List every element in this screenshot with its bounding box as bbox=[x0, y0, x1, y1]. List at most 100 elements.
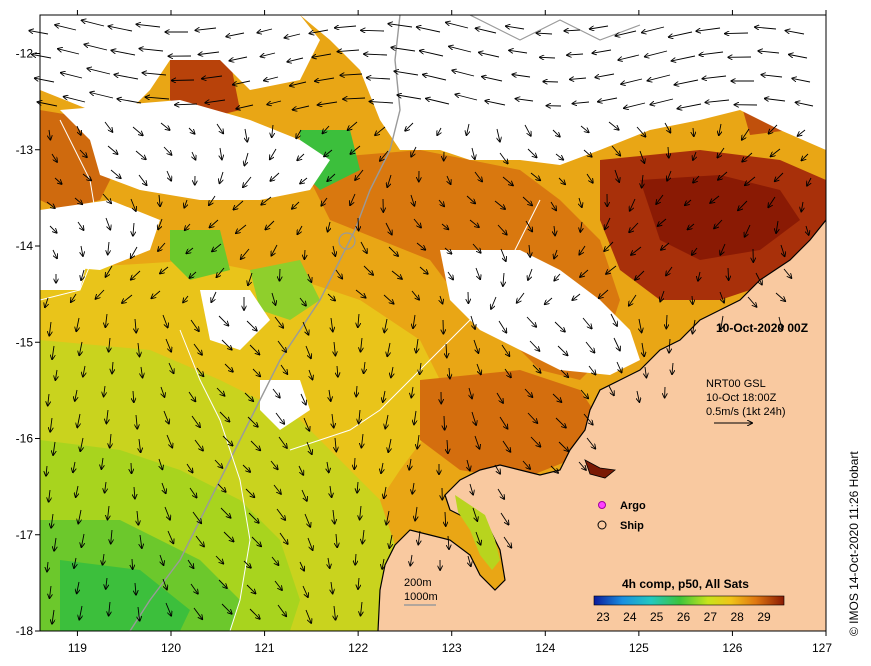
current-vector-arrow bbox=[775, 172, 784, 181]
current-vector-arrow bbox=[167, 530, 173, 543]
current-vector-arrow bbox=[771, 148, 781, 156]
current-vector-arrow bbox=[498, 320, 506, 333]
current-vector-arrow bbox=[335, 269, 342, 279]
current-vector-arrow bbox=[411, 386, 413, 398]
current-vector-arrow bbox=[278, 436, 287, 448]
current-vector-arrow bbox=[742, 128, 750, 140]
current-vector-arrow bbox=[290, 81, 307, 86]
current-vector-arrow bbox=[363, 265, 373, 275]
current-vector-arrow bbox=[409, 458, 411, 470]
current-vector-arrow bbox=[49, 489, 50, 502]
current-vector-arrow bbox=[141, 366, 143, 378]
current-vector-arrow bbox=[192, 151, 196, 160]
current-vector-arrow bbox=[271, 556, 279, 565]
ship-marker-icon bbox=[597, 520, 607, 530]
current-vector-arrow bbox=[705, 100, 730, 102]
current-vector-arrow bbox=[273, 484, 281, 494]
ship-label: Ship bbox=[620, 520, 644, 532]
current-vector-arrow bbox=[245, 128, 247, 142]
current-vector-arrow bbox=[257, 28, 273, 33]
current-vector-arrow bbox=[580, 389, 588, 398]
current-vector-arrow bbox=[482, 77, 503, 82]
current-vector-arrow bbox=[598, 97, 618, 102]
current-vector-arrow bbox=[190, 319, 199, 331]
current-vector-arrow bbox=[140, 534, 142, 548]
argo-marker-icon bbox=[598, 501, 606, 509]
x-tick-label: 119 bbox=[68, 641, 87, 655]
current-vector-arrow bbox=[168, 362, 174, 373]
current-vector-arrow bbox=[485, 101, 506, 106]
current-vector-arrow bbox=[340, 74, 363, 75]
current-vector-arrow bbox=[475, 267, 480, 279]
current-vector-arrow bbox=[138, 174, 147, 185]
current-vector-arrow bbox=[614, 169, 619, 182]
current-vector-arrow bbox=[160, 266, 169, 274]
current-vector-arrow bbox=[472, 507, 477, 521]
current-vector-arrow bbox=[216, 387, 225, 396]
current-vector-arrow bbox=[585, 341, 595, 353]
current-vector-arrow bbox=[388, 438, 391, 452]
current-vector-arrow bbox=[780, 244, 785, 256]
current-vector-arrow bbox=[423, 75, 447, 81]
colorbar-tick-label: 25 bbox=[650, 610, 664, 624]
current-vector-arrow bbox=[106, 409, 108, 423]
y-tick-label: -15 bbox=[16, 335, 34, 349]
current-vector-arrow bbox=[242, 464, 250, 472]
current-vector-arrow bbox=[579, 197, 582, 207]
current-vector-arrow bbox=[50, 417, 52, 432]
current-vector-arrow bbox=[411, 290, 419, 300]
current-vector-arrow bbox=[159, 458, 162, 469]
current-vector-arrow bbox=[420, 51, 444, 57]
current-vector-arrow bbox=[49, 321, 51, 336]
current-key-line1: NRT00 GSL bbox=[706, 378, 766, 390]
current-vector-arrow bbox=[84, 44, 108, 51]
current-vector-arrow bbox=[357, 481, 358, 493]
current-vector-arrow bbox=[385, 222, 392, 235]
current-vector-arrow bbox=[244, 152, 249, 166]
current-vector-arrow bbox=[418, 530, 420, 545]
current-vector-arrow bbox=[192, 511, 201, 523]
current-vector-arrow bbox=[710, 195, 720, 203]
current-vector-arrow bbox=[550, 465, 558, 473]
current-vector-arrow bbox=[417, 27, 441, 33]
current-vector-arrow bbox=[558, 441, 568, 451]
current-vector-arrow bbox=[104, 385, 105, 396]
current-vector-arrow bbox=[517, 292, 525, 303]
current-vector-arrow bbox=[87, 68, 111, 75]
current-vector-arrow bbox=[540, 57, 556, 58]
current-vector-arrow bbox=[650, 98, 674, 105]
current-vector-arrow bbox=[102, 193, 111, 203]
current-vector-arrow bbox=[672, 55, 696, 61]
current-vector-arrow bbox=[469, 387, 472, 398]
current-vector-arrow bbox=[51, 513, 53, 528]
current-vector-arrow bbox=[187, 559, 194, 568]
current-vector-arrow bbox=[151, 290, 161, 298]
current-vector-arrow bbox=[38, 102, 58, 107]
current-vector-arrow bbox=[136, 24, 161, 27]
current-vector-arrow bbox=[221, 603, 232, 614]
current-vector-arrow bbox=[77, 221, 84, 230]
current-vector-arrow bbox=[504, 368, 511, 377]
current-vector-arrow bbox=[162, 578, 167, 590]
current-vector-arrow bbox=[355, 289, 366, 298]
current-vector-arrow bbox=[230, 56, 248, 61]
current-vector-arrow bbox=[469, 219, 479, 227]
current-vector-arrow bbox=[186, 463, 193, 473]
current-vector-arrow bbox=[479, 52, 500, 58]
current-vector-arrow bbox=[158, 218, 163, 229]
current-vector-arrow bbox=[391, 48, 416, 52]
current-vector-arrow bbox=[277, 340, 286, 352]
current-vector-arrow bbox=[642, 174, 643, 188]
plot-frame bbox=[39, 14, 827, 632]
current-vector-arrow bbox=[216, 123, 223, 133]
current-vector-arrow bbox=[52, 609, 54, 624]
current-key: NRT00 GSL 10-Oct 18:00Z 0.5m/s (1kt 24h) bbox=[706, 378, 785, 423]
current-vector-arrow bbox=[137, 510, 138, 525]
current-vector-arrow bbox=[554, 321, 565, 332]
current-vector-arrow bbox=[302, 321, 309, 335]
current-vector-arrow bbox=[616, 361, 622, 372]
current-vector-arrow bbox=[693, 175, 700, 183]
current-vector-arrow bbox=[384, 318, 387, 332]
current-vector-arrow bbox=[467, 459, 470, 471]
current-vector-arrow bbox=[53, 441, 55, 455]
